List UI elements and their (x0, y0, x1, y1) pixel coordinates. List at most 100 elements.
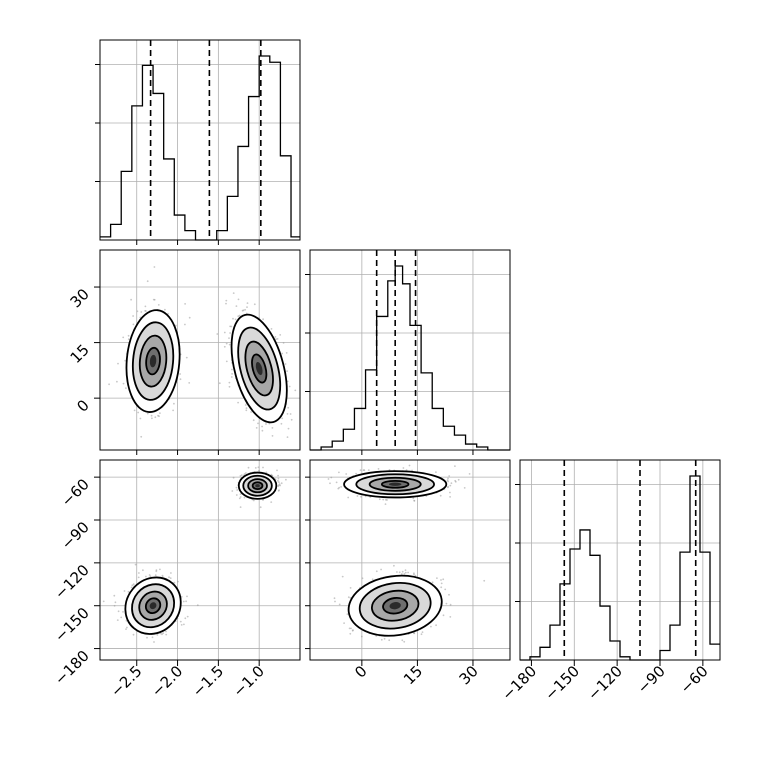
density-contour (347, 574, 443, 637)
density-fill (255, 361, 263, 376)
sample-point (400, 573, 403, 575)
y-tick-label: 30 (67, 285, 93, 311)
sample-point (447, 480, 449, 483)
sample-point (413, 572, 415, 575)
sample-point (449, 616, 452, 618)
sample-point (330, 476, 333, 479)
sample-point (116, 619, 119, 621)
sample-point (177, 580, 179, 583)
sample-point (180, 595, 183, 598)
sample-point (131, 584, 134, 587)
sample-point (285, 352, 288, 354)
density-contour (244, 340, 274, 397)
sample-point (371, 578, 374, 581)
sample-point (277, 474, 279, 477)
sample-point (347, 596, 350, 599)
sample-point (337, 487, 340, 490)
density-contour (382, 596, 409, 615)
density-panel-0 (108, 266, 297, 438)
sample-point (408, 464, 411, 467)
sample-point (127, 590, 130, 593)
sample-point (156, 634, 159, 636)
sample-point (277, 477, 280, 480)
sample-point (184, 303, 187, 305)
sample-point (133, 409, 136, 412)
sample-point (151, 636, 154, 639)
sample-point (403, 573, 406, 575)
sample-point (362, 469, 365, 471)
sample-point (235, 486, 238, 489)
density-contour (368, 476, 422, 492)
sample-point (449, 484, 452, 487)
sample-point (185, 600, 188, 603)
sample-point (144, 305, 147, 308)
sample-point (158, 415, 160, 418)
sample-point (242, 309, 245, 312)
sample-point (153, 266, 156, 268)
y-tick-label: −150 (51, 604, 93, 646)
sample-point (388, 639, 391, 642)
x-tick-label: −180 (498, 662, 540, 704)
sample-point (239, 475, 242, 477)
sample-point (225, 360, 228, 363)
sample-point (161, 633, 163, 636)
sample-point (173, 581, 176, 584)
scatter-panel-0 (99, 249, 301, 451)
sample-point (239, 493, 242, 495)
density-contour (251, 353, 268, 384)
density-contour (145, 346, 161, 376)
sample-point (275, 338, 277, 340)
sample-point (289, 413, 292, 415)
sample-point (361, 577, 364, 580)
x-tick-label: −2.0 (148, 662, 186, 700)
density-contour (247, 478, 268, 494)
sample-point (179, 620, 182, 623)
sample-point (238, 314, 241, 317)
sample-point (457, 478, 460, 481)
density-contour (242, 474, 273, 497)
density-panel-1 (102, 466, 287, 643)
sample-point (230, 376, 233, 378)
density-contour (230, 313, 288, 424)
sample-point (385, 498, 387, 501)
x-tick-label: 15 (400, 662, 426, 688)
sample-point (335, 481, 338, 484)
sample-point (228, 337, 230, 339)
sample-point (402, 467, 405, 469)
sample-point (278, 481, 280, 483)
density-contour (370, 589, 420, 622)
sample-point (151, 417, 153, 420)
sample-point (270, 328, 273, 330)
density-contour (131, 321, 175, 401)
sample-point (431, 581, 434, 584)
sample-point (152, 298, 155, 301)
sample-point (338, 471, 340, 474)
sample-point (286, 413, 289, 415)
sample-point (393, 564, 395, 567)
sample-point (245, 472, 247, 474)
sample-point (102, 600, 105, 603)
sample-point (255, 427, 258, 429)
sample-point (383, 637, 386, 640)
sample-point (346, 613, 349, 615)
sample-point (413, 500, 416, 502)
sample-point (236, 489, 239, 491)
sample-point (468, 473, 471, 475)
sample-point (444, 588, 447, 591)
sample-point (172, 409, 175, 412)
sample-point (252, 499, 255, 502)
x-tick-label: −90 (634, 662, 669, 697)
sample-point (161, 574, 164, 577)
sample-point (164, 308, 166, 311)
sample-point (130, 586, 133, 589)
sample-point (404, 571, 407, 574)
sample-point (175, 324, 177, 327)
sample-point (188, 316, 191, 319)
y-tick-label: −90 (58, 518, 93, 553)
sample-point (228, 381, 231, 384)
sample-point (231, 490, 234, 492)
sample-point (170, 572, 172, 574)
sample-point (223, 345, 226, 348)
histogram-step-1 (310, 265, 510, 451)
